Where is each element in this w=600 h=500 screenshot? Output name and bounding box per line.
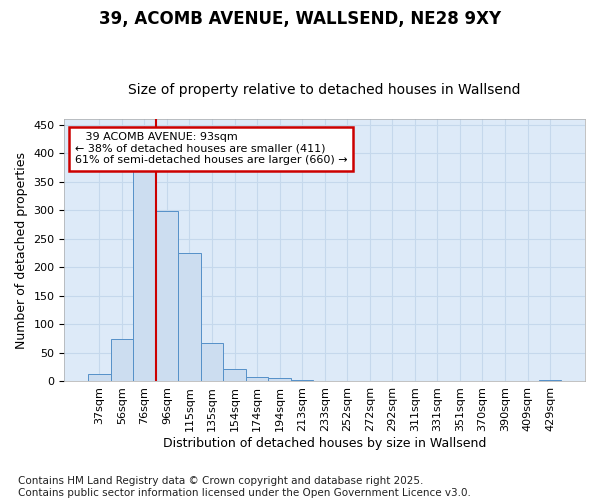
Bar — [313, 381, 336, 382]
Bar — [223, 370, 246, 382]
Bar — [268, 378, 291, 382]
Title: Size of property relative to detached houses in Wallsend: Size of property relative to detached ho… — [128, 83, 521, 97]
Bar — [133, 168, 155, 382]
Bar — [539, 380, 562, 382]
Text: 39 ACOMB AVENUE: 93sqm
← 38% of detached houses are smaller (411)
61% of semi-de: 39 ACOMB AVENUE: 93sqm ← 38% of detached… — [75, 132, 347, 166]
X-axis label: Distribution of detached houses by size in Wallsend: Distribution of detached houses by size … — [163, 437, 487, 450]
Bar — [246, 378, 268, 382]
Text: 39, ACOMB AVENUE, WALLSEND, NE28 9XY: 39, ACOMB AVENUE, WALLSEND, NE28 9XY — [99, 10, 501, 28]
Bar — [201, 342, 223, 382]
Bar — [291, 380, 313, 382]
Bar — [88, 374, 110, 382]
Bar — [178, 253, 201, 382]
Bar — [155, 212, 178, 382]
Bar — [110, 338, 133, 382]
Text: Contains HM Land Registry data © Crown copyright and database right 2025.
Contai: Contains HM Land Registry data © Crown c… — [18, 476, 471, 498]
Y-axis label: Number of detached properties: Number of detached properties — [15, 152, 28, 348]
Bar — [404, 381, 426, 382]
